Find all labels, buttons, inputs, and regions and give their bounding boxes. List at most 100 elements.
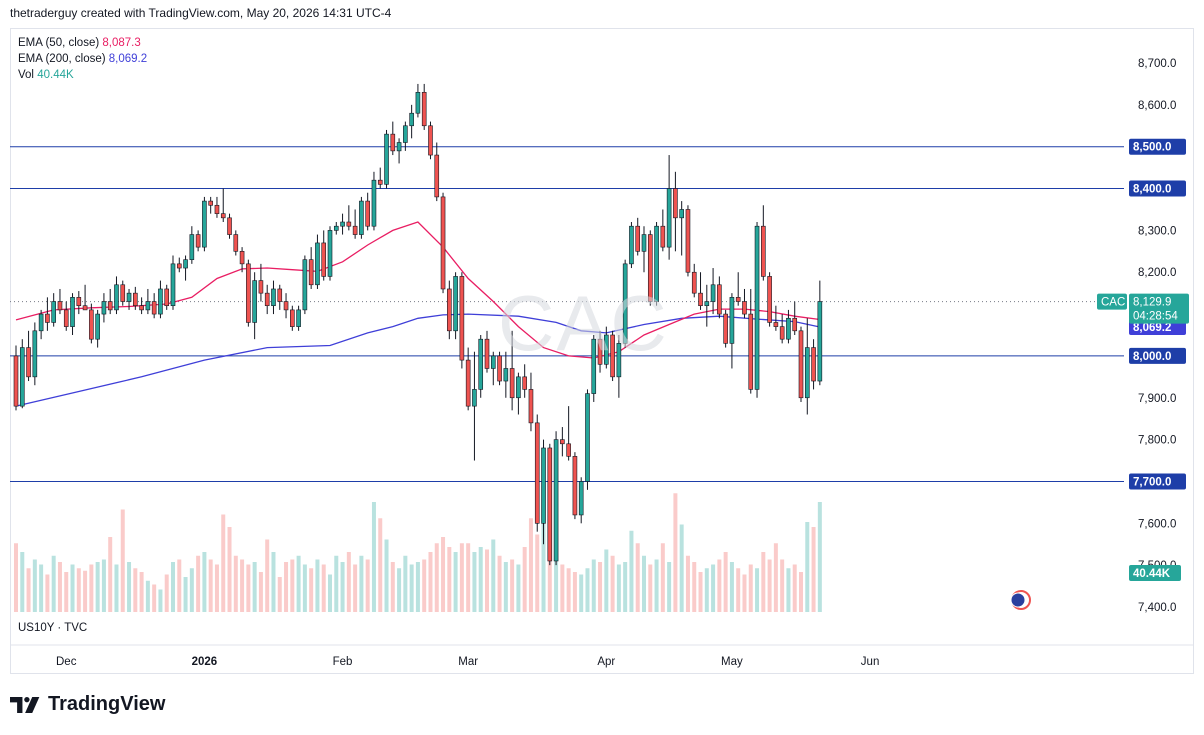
volume-bar <box>328 574 332 612</box>
candle-body <box>673 188 678 219</box>
candle-body <box>13 355 19 407</box>
volume-bar <box>711 564 716 612</box>
volume-bar <box>315 559 320 612</box>
volume-bar <box>535 534 540 612</box>
candle-body <box>107 301 113 311</box>
volume-bar <box>503 562 508 612</box>
legend-vol[interactable]: Vol 40.44K <box>18 67 147 83</box>
candle-body <box>246 263 251 323</box>
x-tick-label: 2026 <box>192 656 218 668</box>
volume-bar <box>729 562 734 612</box>
volume-bar <box>648 564 653 612</box>
level-tag-bg <box>1129 347 1186 364</box>
candle-body <box>490 355 496 369</box>
candle-body <box>660 225 666 248</box>
candle-body <box>321 242 327 277</box>
legend-ema50-value: 8,087.3 <box>102 37 141 49</box>
volume-bar <box>26 568 31 612</box>
x-tick-label: Apr <box>597 656 615 668</box>
candle-body <box>57 301 63 311</box>
volume-bar <box>805 522 810 612</box>
tradingview-brand: TradingView <box>10 693 165 716</box>
volume-bar <box>309 568 314 612</box>
chart-frame <box>10 28 1194 674</box>
volume-bar <box>692 562 697 612</box>
candle-body <box>151 301 157 315</box>
secondary-symbol-label[interactable]: US10Y · TVC <box>18 622 88 634</box>
legend-vol-label: Vol <box>18 69 34 81</box>
legend-ema50[interactable]: EMA (50, close) 8,087.3 <box>18 35 147 51</box>
volume-bar <box>340 562 345 612</box>
ema200-line <box>15 313 820 407</box>
candle-body <box>591 338 597 394</box>
volume-bar <box>296 555 301 612</box>
volume-bar <box>591 559 596 612</box>
volume-bar <box>108 537 113 612</box>
candle-body <box>208 200 213 206</box>
volume-bar <box>541 502 546 612</box>
volume-bar <box>265 539 270 612</box>
x-tick-label: Feb <box>333 656 353 668</box>
volume-bar <box>240 559 245 612</box>
candle-body <box>566 443 571 457</box>
candle-body <box>308 259 314 286</box>
volume-bar <box>45 574 50 612</box>
candle-body <box>340 221 345 227</box>
candle-body <box>654 225 659 302</box>
volume-bar <box>252 562 257 612</box>
volume-bar <box>610 555 615 612</box>
volume-bar <box>70 564 75 612</box>
y-tick-label: 7,900.0 <box>1138 393 1176 405</box>
candle-body <box>779 326 785 340</box>
volume-bar <box>761 552 766 612</box>
candle-body <box>114 284 119 311</box>
x-tick-label: May <box>721 656 743 668</box>
candle-body <box>428 125 433 156</box>
level-tag-text: 8,400.0 <box>1133 184 1171 196</box>
volume-bar <box>378 518 383 612</box>
level-tag-text: 8,500.0 <box>1133 142 1171 154</box>
candle-body <box>547 447 553 562</box>
candle-body <box>804 347 810 399</box>
legend-ema200-value: 8,069.2 <box>108 53 148 65</box>
candle-body <box>352 225 358 235</box>
volume-bar <box>616 564 621 612</box>
volume-bar <box>127 562 132 612</box>
candle-body <box>503 368 509 382</box>
level-tag-text: 8,000.0 <box>1133 351 1171 363</box>
candle-body <box>409 112 414 127</box>
legend-ema200[interactable]: EMA (200, close) 8,069.2 <box>18 51 147 67</box>
level-tag-bg <box>1129 180 1186 197</box>
volume-bar <box>453 552 458 612</box>
candle-body <box>465 359 471 407</box>
candle-body <box>384 133 389 185</box>
event-marker-inner-icon <box>1010 592 1026 608</box>
legend-ema200-label: EMA (200, close) <box>18 53 106 65</box>
level-tag-bg <box>1129 473 1186 490</box>
volume-bar <box>704 568 709 612</box>
price-tag-bg <box>1129 293 1189 324</box>
candle-body <box>585 393 590 482</box>
volume-bar <box>560 564 565 612</box>
candle-body <box>239 251 245 265</box>
volume-bar <box>76 568 81 612</box>
candle-body <box>202 200 207 248</box>
candle-body <box>459 276 465 361</box>
candle-body <box>183 259 188 269</box>
legend-vol-value: 40.44K <box>37 69 74 81</box>
candle-body <box>63 309 69 327</box>
volume-bar <box>635 543 640 612</box>
candle-body <box>227 217 232 235</box>
volume-bar <box>579 574 584 612</box>
candle-body <box>647 234 653 302</box>
volume-bar <box>736 568 741 612</box>
volume-bar <box>723 552 728 612</box>
candle-body <box>415 91 421 114</box>
candle-body <box>126 292 132 302</box>
candle-body <box>346 221 352 227</box>
volume-bar <box>177 559 182 612</box>
volume-bar <box>359 555 364 612</box>
candle-body <box>89 309 94 340</box>
candle-body <box>522 376 527 390</box>
